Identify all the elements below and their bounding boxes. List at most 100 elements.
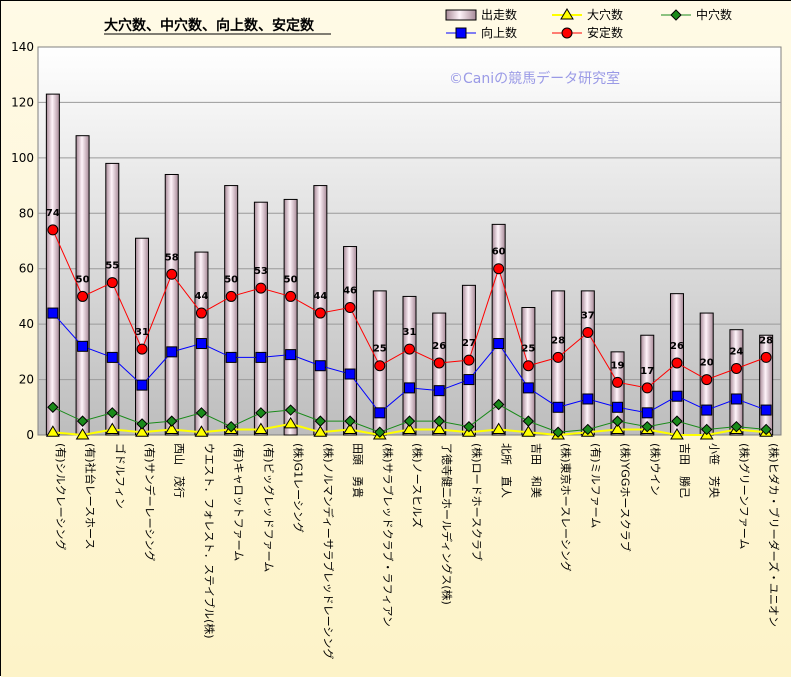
data-label: 44: [194, 291, 208, 302]
data-point: [552, 351, 564, 363]
x-tick-label: (株)ロードホースクラブ: [470, 443, 484, 561]
data-label: 20: [700, 358, 714, 369]
data-point: [374, 407, 386, 419]
data-point: [136, 418, 148, 430]
line-series: [45, 224, 774, 440]
x-tick-label: (株)ノルマンディーサラブレッドレーシング: [321, 443, 335, 659]
data-point: [492, 398, 505, 411]
bar: [729, 329, 744, 436]
bar: [224, 185, 239, 436]
data-point: [284, 404, 297, 416]
data-label: 60: [492, 247, 506, 258]
x-tick-label: ゴドルフィン: [113, 443, 127, 509]
legend-label: 向上数: [481, 25, 517, 40]
x-tick-label: (有)サンデーレーシング: [143, 443, 157, 561]
legend-label: 出走数: [481, 7, 517, 22]
y-tick-label: 120: [11, 95, 34, 109]
data-point: [641, 420, 653, 433]
data-label: 46: [343, 286, 357, 297]
data-point: [491, 422, 506, 434]
data-point: [283, 416, 298, 429]
data-point: [560, 8, 574, 20]
data-point: [255, 351, 267, 363]
x-tick-label: (有)社台レースホース: [84, 443, 98, 549]
data-point: [285, 349, 297, 361]
data-point: [254, 422, 268, 434]
data-point: [701, 404, 713, 416]
bar: [759, 334, 774, 436]
data-point: [463, 420, 475, 433]
data-point: [670, 9, 682, 21]
x-tick-label: (有)キャロットファーム: [232, 443, 246, 561]
data-point: [225, 420, 237, 433]
data-point: [136, 379, 148, 391]
data-point: [403, 415, 416, 427]
data-point: [433, 357, 445, 369]
data-point: [582, 393, 594, 405]
data-point: [432, 422, 447, 434]
x-tick-label: 西山 茂行: [173, 443, 187, 498]
data-label: 55: [105, 261, 119, 272]
legend-swatch: [445, 9, 477, 21]
bar-series: [45, 93, 774, 436]
data-point: [314, 360, 326, 372]
data-point: [455, 27, 467, 39]
data-point: [701, 374, 713, 386]
data-point: [671, 390, 683, 402]
bar: [105, 162, 120, 436]
x-tick-label: ウエスト．フォレスト．ステイブル(株): [202, 443, 216, 639]
data-label: 19: [611, 360, 625, 371]
x-tick-label: 小笹 芳央: [708, 443, 722, 498]
watermark-text: ©Caniの競馬データ研究室: [449, 70, 620, 87]
x-tick-label: (有)ミルファーム: [589, 443, 603, 528]
bar: [551, 290, 566, 436]
data-point: [760, 404, 772, 416]
bar: [699, 312, 714, 436]
legend-label: 大穴数: [587, 7, 623, 22]
y-tick-label: 0: [26, 428, 34, 442]
chart-title: 大穴数、中穴数、向上数、安定数: [104, 17, 315, 34]
data-point: [47, 307, 59, 319]
data-label: 50: [76, 274, 90, 285]
y-tick-label: 60: [19, 262, 34, 276]
data-label: 31: [403, 327, 417, 338]
data-point: [195, 407, 208, 419]
data-point: [671, 357, 683, 369]
data-point: [343, 422, 357, 434]
data-label: 50: [284, 274, 298, 285]
y-tick-label: 80: [19, 206, 34, 220]
data-point: [344, 368, 356, 380]
data-point: [45, 425, 60, 437]
data-label: 28: [551, 335, 565, 346]
data-point: [255, 282, 267, 294]
data-point: [700, 423, 713, 436]
data-label: 44: [313, 291, 327, 302]
data-point: [463, 354, 475, 366]
x-tick-label: (有)ビッグレッドファーム: [262, 443, 276, 572]
data-label: 28: [759, 335, 773, 346]
data-point: [433, 415, 445, 427]
data-point: [374, 426, 386, 438]
data-point: [582, 423, 594, 436]
bar: [610, 351, 625, 436]
data-point: [760, 351, 772, 363]
data-point: [344, 302, 356, 314]
bar: [45, 93, 60, 436]
bar: [283, 198, 298, 436]
data-point: [166, 268, 178, 280]
data-point: [582, 326, 594, 338]
data-label: 58: [165, 252, 179, 263]
data-point: [610, 422, 625, 434]
data-label: 31: [135, 327, 149, 338]
data-point: [194, 425, 209, 437]
data-point: [612, 401, 624, 413]
x-tick-label: (株)ヒダカ・ブリーダーズ・ユニオン: [767, 443, 781, 627]
x-tick-label: (有)シルクレーシング: [54, 443, 68, 550]
data-point: [730, 393, 742, 405]
y-tick-label: 140: [11, 40, 34, 54]
bar: [432, 312, 447, 436]
data-point: [463, 374, 475, 386]
data-point: [612, 376, 624, 388]
